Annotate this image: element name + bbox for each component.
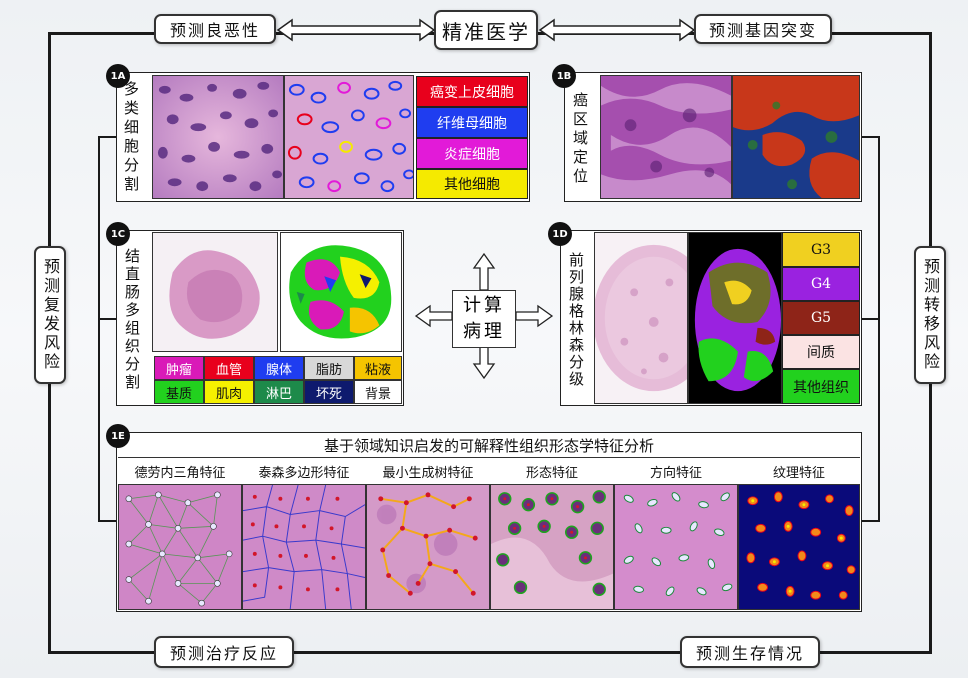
texture-feature-image — [738, 484, 860, 610]
grade-g3: G3 — [782, 232, 860, 267]
category-tumor: 肿瘤 — [154, 356, 204, 380]
grade-stroma: 间质 — [782, 335, 860, 369]
badge-1d: 1D — [548, 222, 572, 246]
legend-fibroblast: 纤维母细胞 — [416, 107, 528, 138]
category-blood-vessel: 血管 — [204, 356, 254, 380]
morphology-feature-image — [490, 484, 614, 610]
precision-medicine-title: 精准医学 — [434, 10, 538, 50]
category-fat: 脂肪 — [304, 356, 354, 380]
connector-line — [98, 136, 100, 522]
double-arrow-icon — [276, 18, 436, 42]
tumor-localization-map — [732, 75, 860, 199]
double-arrow-icon — [538, 18, 696, 42]
he-tumor-region-image — [600, 75, 732, 199]
category-stroma: 基质 — [154, 380, 204, 404]
delaunay-triangle-image — [118, 484, 242, 610]
panel-1e-title: 基于领域知识启发的可解释性组织形态学特征分析 — [118, 434, 860, 458]
outcome-survival: 预测生存情况 — [680, 636, 820, 668]
orientation-feature-image — [614, 484, 738, 610]
cell-segmentation-image — [284, 75, 414, 199]
connector-line — [862, 318, 880, 320]
panel-1c-title: 结直肠多组织分割 — [123, 248, 141, 392]
badge-1b: 1B — [552, 64, 576, 88]
grade-g4: G4 — [782, 267, 860, 301]
outcome-treatment-response: 预测治疗反应 — [154, 636, 294, 668]
badge-1a: 1A — [106, 64, 130, 88]
colorectal-wsi-image — [152, 232, 278, 352]
outcome-survival-label: 预测生存情况 — [695, 644, 804, 663]
outcome-recurrence-risk-label: 预测复发风险 — [41, 258, 60, 372]
core-line1: 计算 — [463, 295, 505, 316]
gleason-grading-map — [688, 232, 782, 404]
connector-line — [862, 136, 880, 138]
category-lymph: 淋巴 — [254, 380, 304, 404]
feature-delaunay-label: 德劳内三角特征 — [134, 465, 226, 481]
core-line2: 病理 — [463, 321, 505, 342]
feature-morphology-label: 形态特征 — [525, 465, 578, 481]
minimum-spanning-tree-image — [366, 484, 490, 610]
computational-pathology-box: 计算 病理 — [452, 290, 516, 348]
legend-tumor-epithelial: 癌变上皮细胞 — [416, 76, 528, 107]
outcome-treatment-response-label: 预测治疗反应 — [169, 644, 278, 663]
badge-1e: 1E — [106, 424, 130, 448]
connector-line — [862, 520, 880, 522]
outcome-gene-mutation-label: 预测基因突变 — [708, 21, 817, 40]
panel-1b-title: 癌区域定位 — [571, 91, 589, 187]
feature-mst-label: 最小生成树特征 — [382, 465, 474, 481]
outcome-gene-mutation: 预测基因突变 — [694, 14, 832, 44]
legend-inflammatory: 炎症细胞 — [416, 138, 528, 169]
he-tissue-image — [152, 75, 284, 199]
category-muscle: 肌肉 — [204, 380, 254, 404]
outcome-benign-malignant: 预测良恶性 — [154, 14, 276, 44]
badge-1c: 1C — [106, 222, 130, 246]
prostate-he-image — [594, 232, 688, 404]
panel-1a-title: 多类细胞分割 — [122, 81, 140, 195]
feature-voronoi-label: 泰森多边形特征 — [258, 465, 350, 481]
category-background: 背景 — [354, 380, 402, 404]
panel-1d-title: 前列腺格林森分级 — [567, 252, 585, 388]
feature-texture-label: 纹理特征 — [772, 465, 825, 481]
connector-line — [878, 136, 880, 522]
category-mucus: 粘液 — [354, 356, 402, 380]
outcome-metastasis-risk: 预测转移风险 — [914, 246, 946, 384]
grade-g5: G5 — [782, 301, 860, 335]
outcome-metastasis-risk-label: 预测转移风险 — [921, 258, 940, 372]
legend-other-cells: 其他细胞 — [416, 169, 528, 199]
colorectal-tissue-segmentation — [280, 232, 402, 352]
connector-line — [98, 318, 116, 320]
connector-line — [98, 520, 120, 522]
precision-medicine-label: 精准医学 — [442, 19, 530, 44]
outcome-benign-malignant-label: 预测良恶性 — [169, 21, 260, 40]
outcome-recurrence-risk: 预测复发风险 — [34, 246, 66, 384]
category-gland: 腺体 — [254, 356, 304, 380]
category-necrosis: 坏死 — [304, 380, 354, 404]
grade-other-tissue: 其他组织 — [782, 369, 860, 404]
feature-orientation-label: 方向特征 — [649, 465, 702, 481]
voronoi-polygon-image — [242, 484, 366, 610]
connector-line — [98, 136, 116, 138]
